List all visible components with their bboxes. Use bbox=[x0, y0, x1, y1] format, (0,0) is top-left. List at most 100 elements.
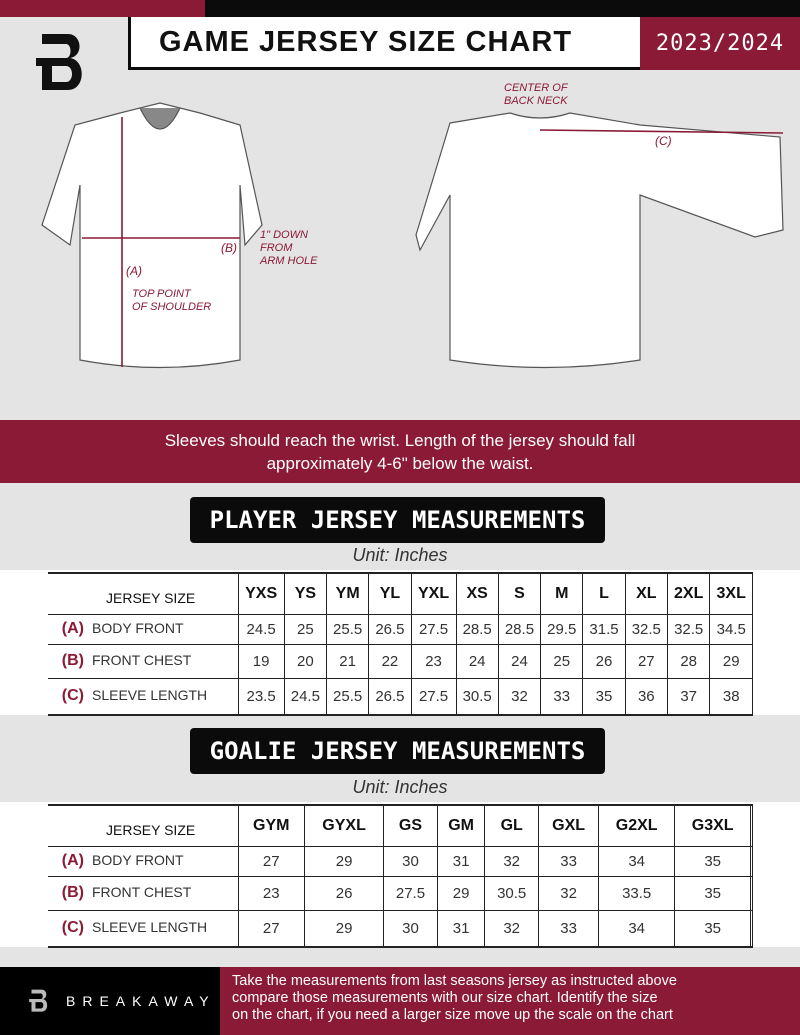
table-cell: 32 bbox=[484, 845, 539, 876]
table-cell: 25.5 bbox=[325, 613, 369, 644]
size-header: YXS bbox=[237, 572, 285, 614]
goalie-unit: Unit: Inches bbox=[352, 777, 448, 797]
measure-letter: (B) bbox=[61, 884, 84, 901]
table-cell: 25.5 bbox=[325, 677, 369, 716]
label-c: (C) bbox=[655, 134, 672, 148]
table-cell: 27.5 bbox=[410, 677, 457, 716]
table-cell bbox=[750, 909, 753, 948]
table-cell: 25 bbox=[540, 643, 583, 678]
table-cell: 23 bbox=[410, 643, 457, 678]
table-cell: 35 bbox=[674, 845, 751, 876]
measure-label: SLEEVE LENGTH bbox=[92, 687, 208, 704]
note-shoulder: TOP POINT OF SHOULDER bbox=[132, 288, 212, 313]
table-cell: 28.5 bbox=[497, 613, 541, 644]
size-header: XS bbox=[455, 572, 499, 614]
label-b: (B) bbox=[221, 241, 237, 255]
table-cell: 30.5 bbox=[484, 875, 539, 910]
size-header: YM bbox=[325, 572, 369, 614]
table-header-row: JERSEY SIZE GYM GYXL GS GM GL GXL G2XL G3XL bbox=[48, 804, 753, 846]
table-cell: 24.5 bbox=[237, 613, 285, 644]
table-cell: 29 bbox=[436, 875, 485, 910]
table-cell: 34.5 bbox=[709, 613, 753, 644]
size-header: YS bbox=[283, 572, 327, 614]
note-neck: CENTER OF BACK NECK bbox=[504, 82, 568, 107]
measure-label: FRONT CHEST bbox=[92, 884, 192, 900]
table-cell: 26.5 bbox=[368, 677, 412, 716]
table-cell: 22 bbox=[368, 643, 412, 678]
table-cell: 19 bbox=[237, 643, 285, 678]
size-header: XL bbox=[624, 572, 668, 614]
size-header: GS bbox=[383, 804, 438, 846]
measure-label: BODY FRONT bbox=[92, 852, 184, 868]
table-cell: 29 bbox=[709, 643, 753, 678]
table-cell: 30 bbox=[383, 909, 438, 948]
size-header: M bbox=[540, 572, 583, 614]
table-cell: 35 bbox=[674, 875, 751, 910]
table-row: (A) BODY FRONT 27 29 30 31 32 33 34 35 bbox=[48, 845, 753, 876]
player-unit: Unit: Inches bbox=[352, 545, 448, 565]
size-header: 3XL bbox=[709, 572, 753, 614]
breakaway-logo bbox=[36, 34, 82, 90]
table-cell: 24.5 bbox=[283, 677, 327, 716]
table-cell: 27.5 bbox=[383, 875, 438, 910]
jersey-size-label: JERSEY SIZE bbox=[48, 804, 238, 846]
table-cell: 30 bbox=[383, 845, 438, 876]
size-header bbox=[750, 804, 753, 846]
size-header: L bbox=[582, 572, 626, 614]
size-header: GXL bbox=[537, 804, 599, 846]
page-title: GAME JERSEY SIZE CHART bbox=[128, 17, 640, 70]
table-cell: 37 bbox=[666, 677, 710, 716]
table-cell: 33.5 bbox=[598, 875, 675, 910]
top-accent-bar bbox=[0, 0, 205, 17]
size-header: GYM bbox=[237, 804, 305, 846]
table-cell: 29 bbox=[304, 909, 384, 948]
measure-label: FRONT CHEST bbox=[92, 652, 192, 668]
table-cell: 27 bbox=[237, 845, 305, 876]
table-cell: 33 bbox=[537, 909, 599, 948]
table-cell bbox=[750, 845, 753, 876]
player-section-title: PLAYER JERSEY MEASUREMENTS bbox=[190, 497, 605, 543]
table-cell: 31 bbox=[436, 845, 485, 876]
table-cell: 27 bbox=[624, 643, 668, 678]
table-cell: 24 bbox=[497, 643, 541, 678]
table-cell: 34 bbox=[598, 845, 675, 876]
table-cell: 32 bbox=[537, 875, 599, 910]
size-header: GM bbox=[436, 804, 485, 846]
table-cell: 25 bbox=[283, 613, 327, 644]
table-row: (B) FRONT CHEST 19 20 21 22 23 24 24 25 26 27 28 29 bbox=[48, 643, 753, 678]
table-cell: 35 bbox=[582, 677, 626, 716]
table-cell: 34 bbox=[598, 909, 675, 948]
instructions-band: Sleeves should reach the wrist. Length o… bbox=[0, 420, 800, 483]
table-row: (B) FRONT CHEST 23 26 27.5 29 30.5 32 33.5 35 bbox=[48, 875, 753, 910]
front-jersey-outline bbox=[41, 102, 263, 369]
table-cell: 26 bbox=[582, 643, 626, 678]
table-cell: 35 bbox=[674, 909, 751, 948]
table-cell: 32 bbox=[484, 909, 539, 948]
table-row: (C) SLEEVE LENGTH 27 29 30 31 32 33 34 35 bbox=[48, 909, 753, 948]
table-cell: 29.5 bbox=[540, 613, 583, 644]
note-armhole: 1" DOWN FROM ARM HOLE bbox=[260, 229, 318, 267]
table-cell: 32.5 bbox=[666, 613, 710, 644]
table-cell: 27 bbox=[237, 909, 305, 948]
size-header: G2XL bbox=[598, 804, 675, 846]
table-cell: 23 bbox=[237, 875, 305, 910]
label-a: (A) bbox=[126, 264, 142, 278]
table-cell: 36 bbox=[624, 677, 668, 716]
table-row: (A) BODY FRONT 24.5 25 25.5 26.5 27.5 28.5 28.5 2… bbox=[48, 613, 753, 644]
size-header: YL bbox=[368, 572, 412, 614]
measure-label: SLEEVE LENGTH bbox=[92, 919, 208, 936]
table-cell: 32 bbox=[497, 677, 541, 716]
table-cell: 23.5 bbox=[237, 677, 285, 716]
table-cell: 20 bbox=[283, 643, 327, 678]
table-cell: 31 bbox=[436, 909, 485, 948]
goalie-section-title: GOALIE JERSEY MEASUREMENTS bbox=[190, 728, 605, 774]
measure-label: BODY FRONT bbox=[92, 620, 184, 636]
measure-letter: (C) bbox=[61, 687, 84, 705]
table-cell bbox=[750, 875, 753, 910]
size-header: YXL bbox=[410, 572, 457, 614]
table-cell: 38 bbox=[709, 677, 753, 716]
table-cell: 29 bbox=[304, 845, 384, 876]
measure-letter: (B) bbox=[61, 652, 84, 669]
table-cell: 24 bbox=[455, 643, 499, 678]
size-header: S bbox=[497, 572, 541, 614]
